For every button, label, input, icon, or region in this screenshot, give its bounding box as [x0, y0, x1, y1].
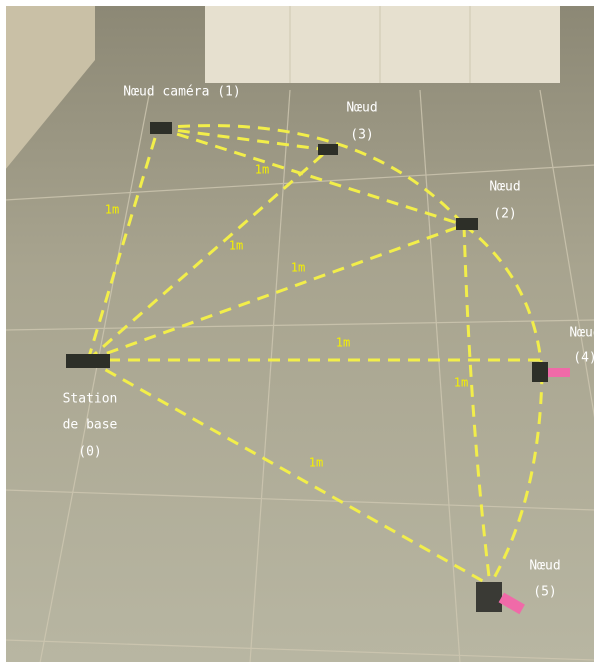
- distance-label: 1m: [309, 456, 323, 470]
- node-label: Station: [63, 392, 118, 407]
- node-label: de base: [63, 418, 118, 433]
- node-label: Nœud: [529, 559, 560, 574]
- node-label: Nœud: [489, 180, 520, 195]
- cabinet: [205, 5, 560, 83]
- node-device: [66, 354, 110, 368]
- node-label: Nœud: [346, 101, 377, 116]
- distance-labels: 1m 1m 1m 1m 1m 1m 1m: [105, 163, 468, 470]
- node-labels: Nœud caméra (1) Nœud (3) Nœud (2) Nœud (…: [63, 85, 600, 600]
- frame: [4, 4, 596, 664]
- node-label: (4): [573, 351, 596, 366]
- background: [4, 4, 596, 664]
- node-device: [476, 582, 502, 612]
- wall: [5, 5, 95, 170]
- distance-label: 1m: [291, 261, 305, 275]
- motes: [66, 122, 570, 615]
- battery: [498, 592, 525, 615]
- node-label: Nœud caméra (1): [123, 85, 240, 100]
- distance-label: 1m: [229, 239, 243, 253]
- node-label: (2): [493, 207, 516, 222]
- node-label: (5): [533, 585, 556, 600]
- distance-label: 1m: [336, 336, 350, 350]
- node-label: (0): [78, 445, 101, 460]
- node-device: [318, 144, 338, 155]
- distance-label: 1m: [105, 203, 119, 217]
- node-device: [456, 218, 478, 230]
- node-label: (3): [350, 128, 373, 143]
- node-device: [150, 122, 172, 134]
- links: [86, 124, 544, 587]
- node-device: [532, 362, 548, 382]
- floor: [5, 5, 595, 663]
- distance-label: 1m: [454, 376, 468, 390]
- distance-label: 1m: [255, 163, 269, 177]
- tile-lines: [4, 5, 596, 664]
- battery: [548, 368, 570, 377]
- node-label: Nœud: [569, 326, 600, 341]
